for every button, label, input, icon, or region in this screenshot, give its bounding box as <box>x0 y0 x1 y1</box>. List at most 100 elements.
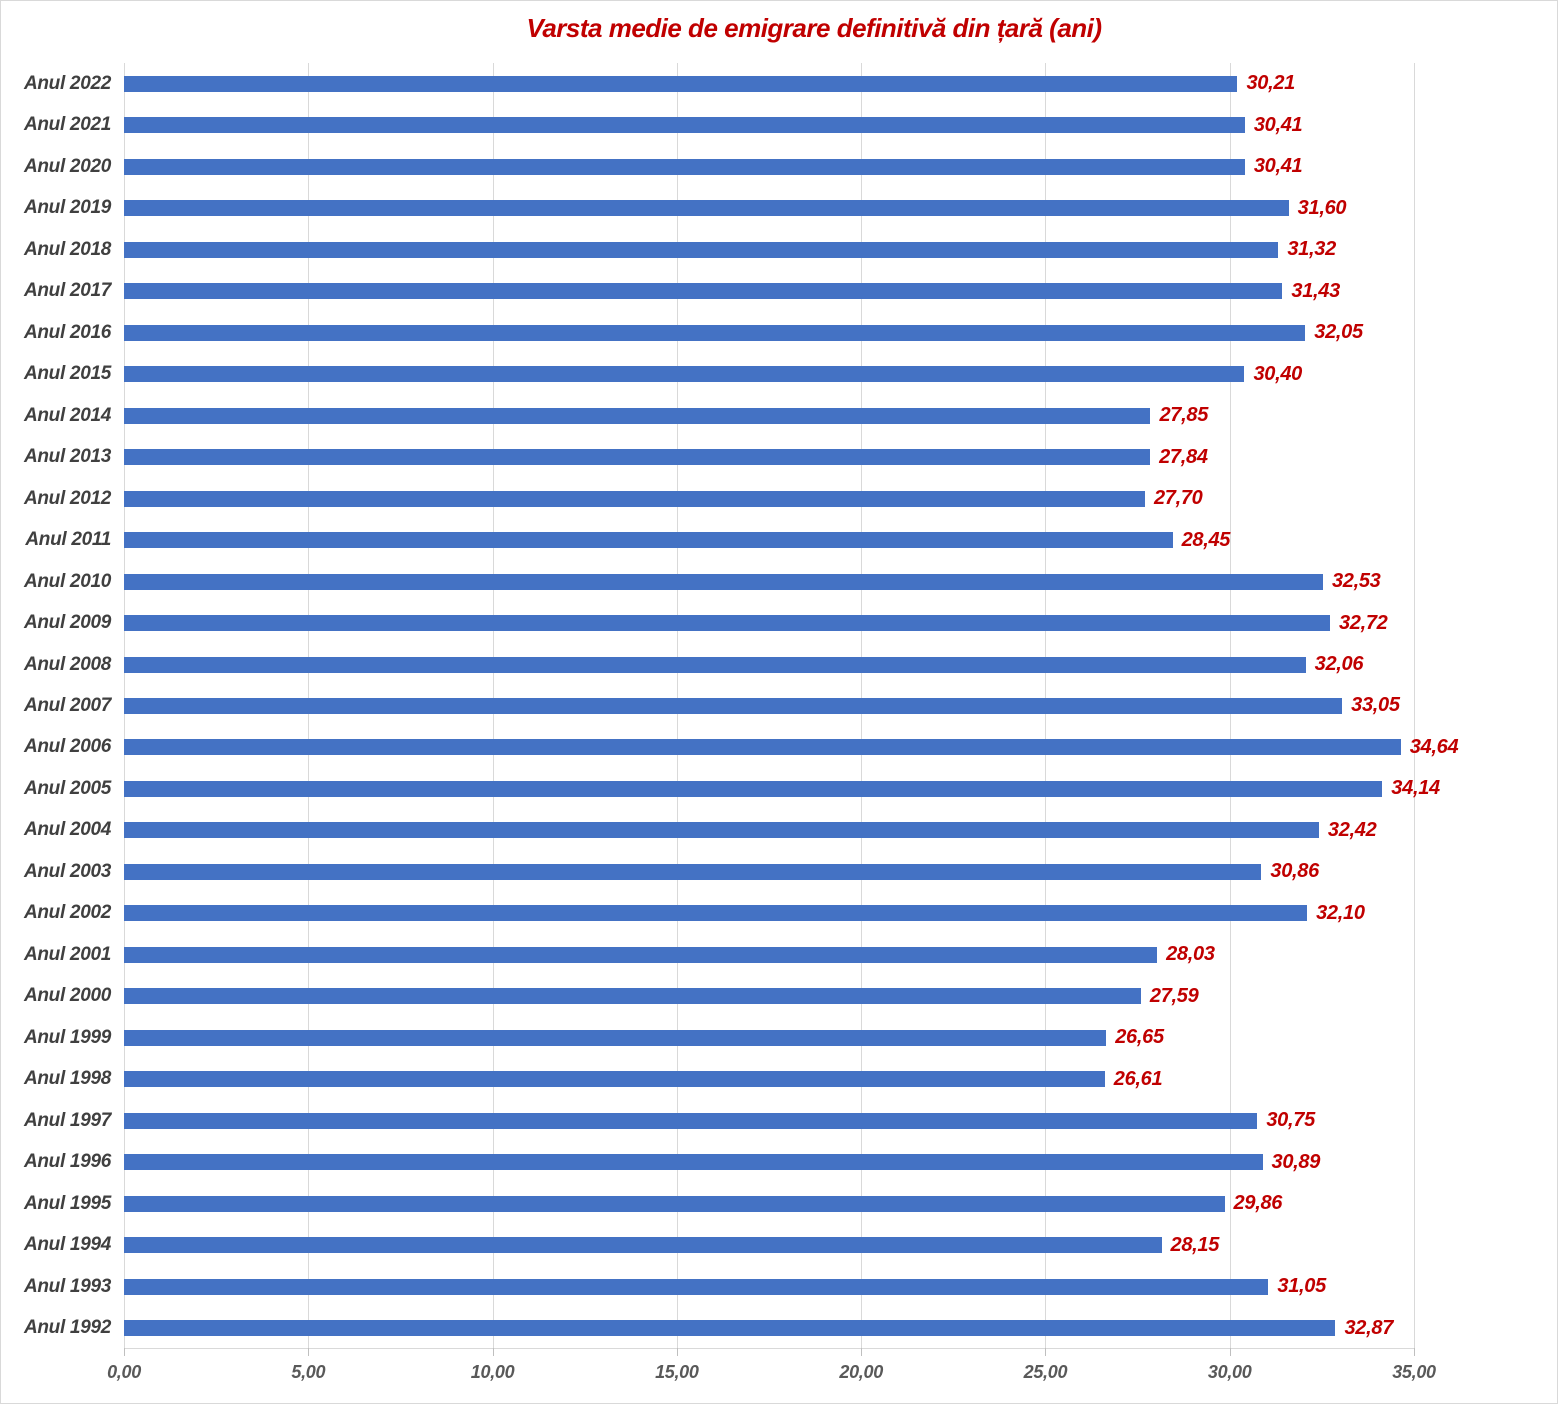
x-axis-tick-label: 0,00 <box>107 1362 141 1382</box>
category-label: Anul 2022 <box>23 72 111 94</box>
bar <box>124 532 1173 549</box>
category-label: Anul 2003 <box>23 860 111 882</box>
bar-row: Anul 1997 30,75 <box>24 1100 1414 1141</box>
bar <box>124 863 1262 880</box>
bar <box>124 905 1308 922</box>
x-axis-tick-label: 35,00 <box>1392 1362 1436 1382</box>
value-label: 32,42 <box>1327 818 1377 841</box>
value-label: 30,21 <box>1246 72 1296 95</box>
x-axis-tick-label: 5,00 <box>291 1362 326 1382</box>
value-label: 28,15 <box>1170 1233 1220 1256</box>
bar-row: Anul 1995 29,86 <box>24 1183 1414 1224</box>
category-label: Anul 1994 <box>23 1234 111 1256</box>
chart-title: Varsta medie de emigrare definitivă din … <box>526 13 1102 43</box>
bar <box>124 75 1238 92</box>
value-label: 31,05 <box>1277 1275 1326 1298</box>
bar <box>124 1029 1107 1046</box>
x-axis-tick-mark <box>1229 1348 1231 1356</box>
value-label: 32,87 <box>1344 1316 1394 1339</box>
bar-row: Anul 1999 26,65 <box>24 1017 1414 1058</box>
bar <box>124 946 1158 963</box>
x-axis-tick-label: 25,00 <box>1023 1362 1068 1382</box>
bar <box>124 324 1306 341</box>
bar <box>124 283 1283 300</box>
value-label: 28,03 <box>1166 943 1215 966</box>
category-label: Anul 2004 <box>23 819 111 841</box>
bar <box>124 988 1141 1005</box>
bar <box>124 1237 1162 1254</box>
category-label: Anul 2017 <box>23 280 111 302</box>
value-label: 32,72 <box>1338 611 1388 634</box>
bar-row: Anul 2020 30,41 <box>24 146 1414 187</box>
bar <box>124 158 1245 175</box>
bar-row: Anul 2022 30,21 <box>24 63 1414 104</box>
bar <box>124 1195 1225 1212</box>
value-label: 27,59 <box>1149 984 1199 1007</box>
value-label: 34,14 <box>1391 777 1440 800</box>
category-label: Anul 2008 <box>23 653 111 675</box>
x-axis-tick-label: 20,00 <box>839 1362 883 1382</box>
bar-row: Anul 2012 27,70 <box>24 478 1414 519</box>
bar <box>124 490 1145 507</box>
category-label: Anul 2005 <box>23 777 111 799</box>
value-label: 32,10 <box>1316 901 1365 924</box>
bar-row: Anul 2005 34,14 <box>24 768 1440 809</box>
value-label: 30,86 <box>1270 860 1319 883</box>
value-label: 26,65 <box>1115 1026 1164 1049</box>
category-label: Anul 1992 <box>23 1317 111 1339</box>
x-axis-tick-mark <box>492 1348 494 1356</box>
value-label: 32,05 <box>1314 321 1363 344</box>
bar <box>124 573 1323 590</box>
bar <box>124 1278 1269 1295</box>
value-label: 30,75 <box>1266 1109 1315 1132</box>
category-label: Anul 1998 <box>23 1068 111 1090</box>
bar-row: Anul 2008 32,06 <box>24 644 1414 685</box>
value-label: 33,05 <box>1351 694 1400 717</box>
value-label: 30,89 <box>1271 1150 1321 1173</box>
x-axis-tick-label: 30,00 <box>1207 1362 1252 1382</box>
gridline <box>1414 63 1415 1348</box>
plot-area: 0,00 5,00 10,00 15,00 20,00 25,00 30,00 35,00 An… <box>24 63 1459 1382</box>
category-label: Anul 2014 <box>23 404 111 426</box>
category-label: Anul 2016 <box>23 321 111 343</box>
x-axis-tick-mark <box>308 1348 310 1356</box>
bar-row: Anul 2004 32,42 <box>24 810 1414 851</box>
bar-row: Anul 1994 28,15 <box>24 1225 1414 1266</box>
category-label: Anul 2000 <box>23 985 111 1007</box>
x-axis-tick-mark <box>1045 1348 1047 1356</box>
category-label: Anul 2018 <box>23 238 111 260</box>
bar <box>124 1071 1105 1088</box>
x-axis-tick-mark <box>861 1348 863 1356</box>
value-label: 28,45 <box>1181 528 1231 551</box>
category-label: Anul 1996 <box>23 1151 111 1173</box>
category-label: Anul 2021 <box>23 114 111 136</box>
bar <box>124 656 1306 673</box>
bar-row: Anul 2011 28,45 <box>25 519 1414 560</box>
bar-row: Anul 1993 31,05 <box>24 1266 1414 1307</box>
category-label: Anul 1997 <box>23 1109 111 1131</box>
value-label: 34,64 <box>1409 735 1459 758</box>
bar-row: Anul 2013 27,84 <box>24 436 1414 477</box>
bar-row: Anul 2015 30,40 <box>24 353 1414 394</box>
bar <box>124 822 1319 839</box>
value-label: 31,43 <box>1291 279 1340 302</box>
value-label: 27,70 <box>1153 487 1203 510</box>
x-axis-tick-mark <box>1414 1348 1415 1356</box>
category-label: Anul 2007 <box>23 694 111 716</box>
bar-row: Anul 2009 32,72 <box>24 602 1414 643</box>
bar-row: Anul 2016 32,05 <box>24 312 1414 353</box>
bar-row: Anul 2021 30,41 <box>24 104 1414 145</box>
value-label: 32,06 <box>1314 653 1364 675</box>
bar-row: Anul 1992 32,87 <box>24 1308 1414 1349</box>
value-label: 30,41 <box>1253 155 1303 178</box>
category-label: Anul 2011 <box>25 529 111 551</box>
bar-row: Anul 2002 32,10 <box>24 893 1414 934</box>
category-label: Anul 2009 <box>23 612 111 634</box>
bar <box>124 117 1245 134</box>
value-label: 27,85 <box>1159 404 1209 427</box>
x-axis-tick-mark <box>676 1348 678 1356</box>
category-label: Anul 2001 <box>23 943 111 965</box>
value-label: 26,61 <box>1113 1067 1163 1090</box>
value-label: 30,40 <box>1253 362 1303 385</box>
